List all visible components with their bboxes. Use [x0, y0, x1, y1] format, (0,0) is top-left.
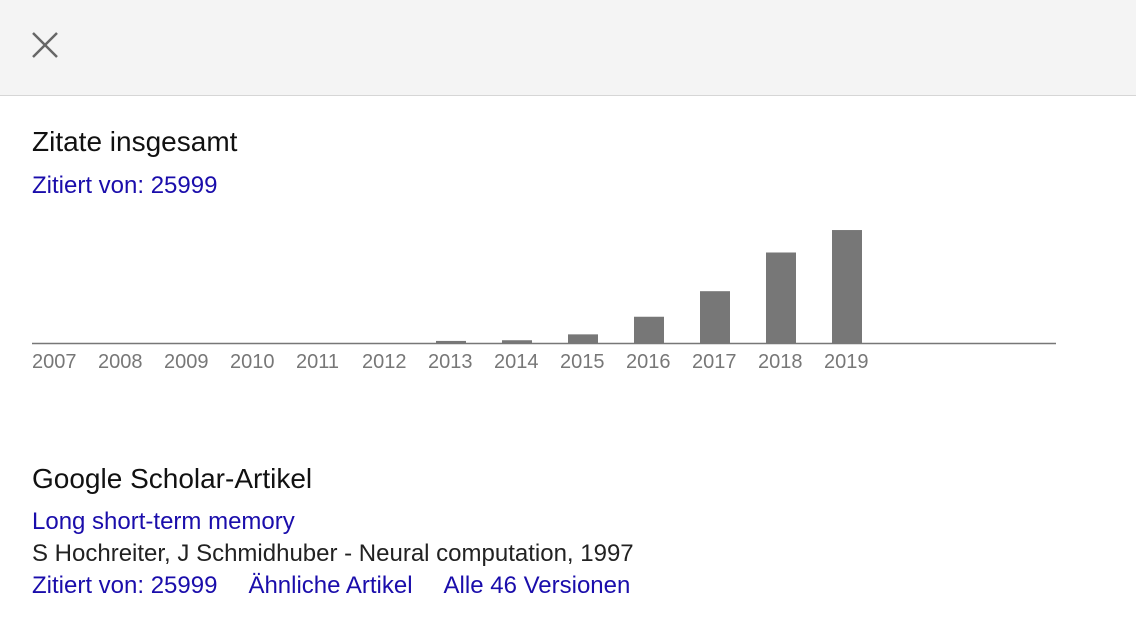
chart-tick-label: 2010 — [230, 351, 275, 373]
close-button[interactable] — [28, 28, 62, 62]
article-cited-by-link[interactable]: Zitiert von: 25999 — [32, 572, 218, 599]
chart-tick-label: 2014 — [494, 351, 539, 373]
chart-bar-2017[interactable] — [700, 291, 730, 343]
chart-bar-2014[interactable] — [502, 340, 532, 343]
chart-tick-label: 2017 — [692, 351, 737, 373]
related-articles-link[interactable]: Ähnliche Artikel — [248, 572, 413, 599]
chart-tick-label: 2015 — [560, 351, 605, 373]
article-title-link[interactable]: Long short-term memory — [32, 508, 295, 535]
chart-tick-label: 2016 — [626, 351, 671, 373]
chart-bar-2019[interactable] — [832, 230, 862, 343]
chart-bar-2018[interactable] — [766, 252, 796, 343]
close-icon — [32, 32, 58, 58]
article-links: Zitiert von: 25999 Ähnliche Artikel Alle… — [32, 572, 630, 600]
article-authors-source: S Hochreiter, J Schmidhuber - Neural com… — [32, 540, 634, 567]
chart-bar-2013[interactable] — [436, 340, 466, 343]
chart-tick-label: 2007 — [32, 351, 77, 373]
chart-tick-label: 2018 — [758, 351, 803, 373]
chart-tick-label: 2019 — [824, 351, 869, 373]
chart-bar-2016[interactable] — [634, 316, 664, 343]
articles-heading: Google Scholar-Artikel — [32, 463, 313, 494]
chart-tick-label: 2013 — [428, 351, 473, 373]
cited-by-link[interactable]: Zitiert von: 25999 — [32, 172, 218, 199]
citations-bar-chart: 2007 2008 2009 2010 2011 2012 2013 2014 2015 2016… — [32, 230, 1056, 373]
dialog-header — [0, 0, 1136, 96]
chart-tick-label: 2012 — [362, 351, 407, 373]
chart-tick-label: 2009 — [164, 351, 209, 373]
chart-tick-label: 2011 — [296, 351, 339, 373]
chart-tick-label: 2008 — [98, 351, 143, 373]
chart-bar-2015[interactable] — [568, 334, 598, 343]
citations-heading: Zitate insgesamt — [32, 126, 238, 157]
all-versions-link[interactable]: Alle 46 Versionen — [443, 572, 631, 599]
